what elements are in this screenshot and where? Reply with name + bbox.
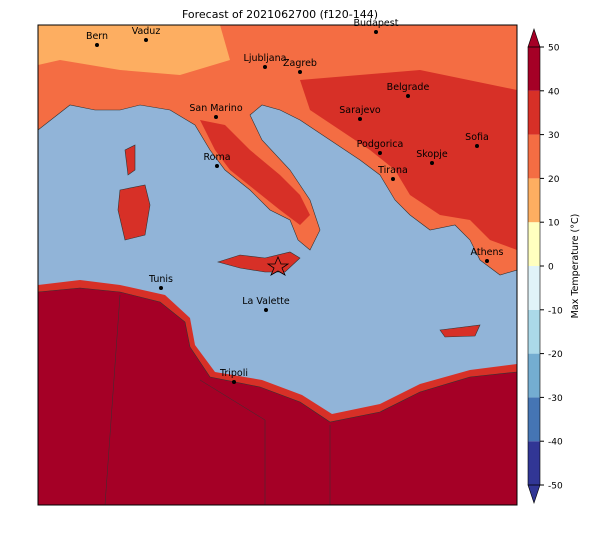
star-marker: [266, 255, 290, 276]
city-label: Tripoli: [219, 368, 248, 379]
borders: [104, 294, 331, 505]
title: Forecast of 2021062700 (f120-144): [182, 8, 378, 21]
city-label: Vaduz: [132, 26, 161, 37]
city-dot: [391, 177, 395, 181]
africa-land: [38, 287, 517, 505]
city-dot: [159, 286, 163, 290]
city-label: Belgrade: [387, 82, 430, 93]
city-dot: [144, 38, 148, 42]
colorbar-tick-label: -10: [548, 306, 563, 316]
colorbar-tick-label: 0: [548, 263, 554, 273]
colorbar-band: [528, 222, 540, 266]
colorbar-tick-label: 50: [548, 44, 560, 54]
city-label: San Marino: [189, 103, 242, 114]
alps: [38, 25, 230, 75]
city-dot: [406, 94, 410, 98]
colorbar-tick-label: -50: [548, 482, 563, 492]
city-dot: [232, 380, 236, 384]
colorbar-band: [528, 441, 540, 485]
city-label: Ljubljana: [244, 53, 287, 64]
colorbar-band: [528, 90, 540, 135]
italy-hot: [200, 120, 310, 225]
city-label: Zagreb: [283, 58, 317, 69]
city-dot: [214, 115, 218, 119]
city-dot: [263, 65, 267, 69]
city-label: Roma: [203, 152, 230, 163]
city-label: Bern: [86, 31, 108, 42]
map: [38, 25, 517, 505]
city-label: Budapest: [354, 18, 399, 29]
city-dot: [264, 308, 268, 312]
colorbar-tick-label: 30: [548, 131, 560, 141]
colorbar-band: [528, 397, 540, 442]
corsica: [124, 144, 136, 176]
colorbar-extend-bottom: [527, 484, 541, 504]
colorbar-tick-label: -20: [548, 350, 563, 360]
sardinia: [117, 184, 151, 241]
balkans-hot: [300, 70, 517, 250]
colorbar-tick-label: 40: [548, 87, 560, 97]
city-dot: [358, 117, 362, 121]
city-dot: [95, 43, 99, 47]
city-dot: [475, 144, 479, 148]
city-label: Sofia: [465, 132, 489, 143]
colorbar-band: [528, 47, 540, 91]
city-dot: [378, 151, 382, 155]
city-label: Sarajevo: [339, 105, 381, 116]
colorbar-tick-label: 10: [548, 219, 560, 229]
city-label: Podgorica: [357, 139, 404, 150]
city-label: Tirana: [377, 165, 408, 176]
colorbar-tick-label: 20: [548, 175, 560, 185]
city-dot: [215, 164, 219, 168]
city-dot: [374, 30, 378, 34]
city-label: Tunis: [148, 274, 173, 285]
city-dot: [298, 70, 302, 74]
city-label: Athens: [471, 247, 504, 258]
plot-frame: [37, 24, 518, 506]
colorbar-label: Max Temperature (°C): [570, 214, 581, 319]
colorbar-tick-label: -40: [548, 438, 563, 448]
city-label: Skopje: [416, 149, 448, 160]
city-label: La Valette: [242, 296, 290, 307]
city-dot: [485, 259, 489, 263]
crete: [439, 324, 481, 338]
colorbar-band: [528, 178, 540, 223]
colorbar-band: [528, 134, 540, 179]
colorbar-band: [528, 266, 540, 310]
colorbar-extend-top: [527, 28, 541, 48]
colorbar-band: [528, 353, 540, 398]
colorbar: -50 -40 -30 -20 -10 0 10 20 30 40 50: [527, 28, 563, 504]
colorbar-band: [528, 309, 540, 354]
city-dot: [430, 161, 434, 165]
colorbar-tick-label: -30: [548, 394, 563, 404]
